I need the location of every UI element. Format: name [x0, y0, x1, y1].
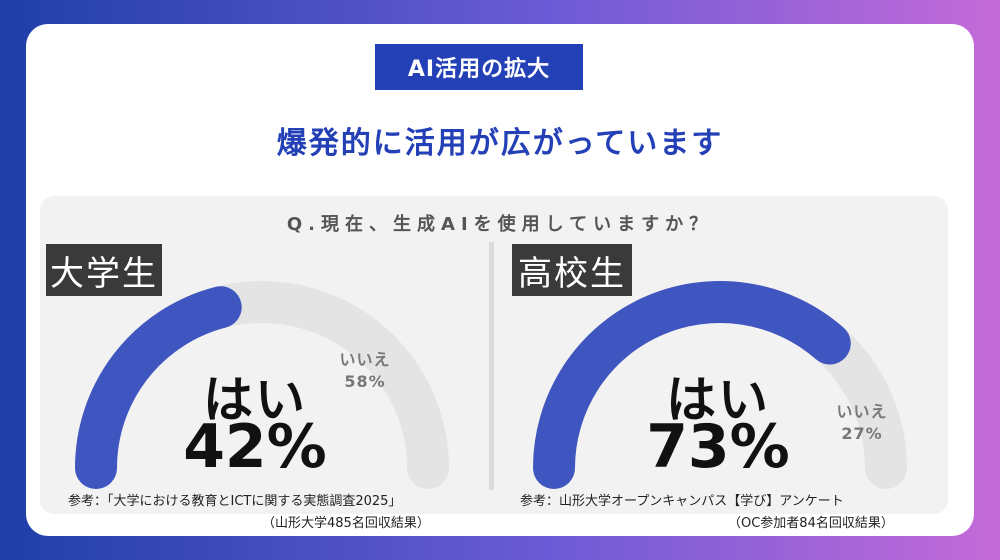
source-highschool-line1: 参考：山形大学オープンキャンパス【学び】アンケート: [520, 494, 844, 509]
survey-question: Q.現在、生成AIを使用していますか？: [286, 214, 714, 235]
group-label-highschool: 高校生: [512, 244, 632, 296]
source-university-line2: （山形大学485名回収結果）: [262, 516, 430, 531]
no-label-highschool: いいえ: [836, 402, 888, 421]
no-value-highschool: 27%: [841, 424, 883, 443]
yes-value-highschool: 73%: [646, 412, 790, 482]
survey-panel: [40, 196, 948, 514]
section-badge: AI活用の拡大: [375, 44, 583, 90]
panel-divider: [489, 242, 494, 490]
no-value-university: 58%: [344, 372, 386, 391]
yes-value-university: 42%: [183, 412, 327, 482]
yes-label-highschool: はい: [666, 371, 770, 429]
source-university-line1: 参考：「大学における教育とICTに関する実態調査2025」: [68, 494, 402, 509]
source-highschool-line2: （OC参加者84名回収結果）: [728, 516, 894, 531]
no-label-university: いいえ: [339, 350, 391, 369]
yes-arc-university: [75, 286, 242, 489]
yes-arc-highschool: [533, 281, 851, 489]
yes-label-university: はい: [203, 371, 307, 429]
headline: 爆発的に活用が広がっています: [276, 126, 724, 161]
group-label-university: 大学生: [46, 244, 162, 296]
